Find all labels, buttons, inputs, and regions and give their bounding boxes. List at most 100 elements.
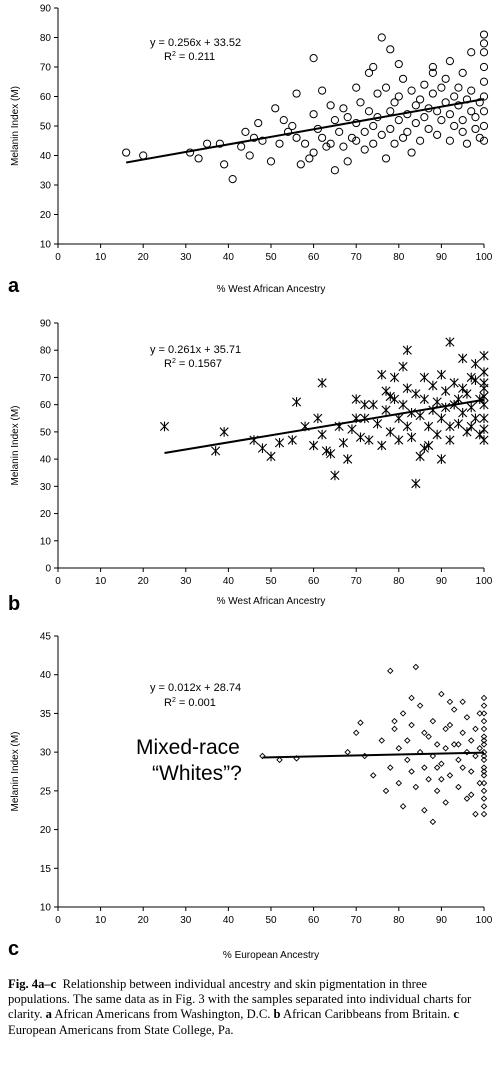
data-point — [438, 776, 445, 783]
data-point — [321, 446, 331, 456]
data-point — [455, 783, 462, 791]
data-point — [429, 717, 437, 725]
y-axis-title: Melanin Index (M) — [10, 731, 21, 811]
data-point — [249, 133, 259, 142]
data-point — [326, 101, 335, 110]
x-tick-label: 0 — [55, 915, 61, 926]
data-point — [462, 139, 472, 148]
data-point — [437, 83, 446, 92]
data-point — [259, 752, 266, 760]
data-point — [445, 57, 455, 66]
y-axis-title: Melanin Index (M) — [10, 86, 21, 166]
data-point — [245, 151, 254, 160]
caption-a-text: African Americans from Washington, D.C. — [54, 1007, 274, 1022]
data-point — [382, 787, 390, 795]
x-tick-label: 0 — [55, 252, 61, 263]
y-tick-label: 30 — [40, 482, 52, 493]
data-point — [442, 799, 449, 806]
y-tick-label: 30 — [40, 181, 52, 192]
data-point — [279, 116, 288, 125]
data-point — [406, 432, 417, 443]
data-point — [394, 413, 404, 424]
data-point — [455, 756, 462, 764]
data-point — [377, 130, 386, 139]
panel-letter-a: a — [8, 275, 20, 297]
data-point — [381, 83, 391, 92]
data-point — [458, 127, 467, 136]
data-point — [296, 160, 305, 169]
data-point — [377, 440, 387, 451]
data-point — [441, 74, 450, 83]
data-point — [389, 394, 400, 405]
data-point — [472, 752, 479, 760]
y-tick-label: 20 — [40, 509, 52, 520]
data-point — [411, 388, 421, 399]
y-tick-label: 90 — [40, 319, 52, 330]
data-point — [389, 372, 400, 383]
data-point — [471, 124, 480, 134]
r-squared-label: R2 = 0.001 — [164, 697, 216, 709]
caption-c-label: c — [453, 1007, 459, 1022]
data-point — [445, 435, 455, 445]
data-point — [458, 68, 467, 78]
trend-line — [164, 398, 485, 455]
data-point — [398, 133, 408, 142]
x-tick-label: 10 — [95, 252, 107, 263]
data-point — [402, 421, 412, 432]
data-point — [287, 435, 297, 445]
data-point — [438, 760, 445, 767]
data-point — [453, 418, 464, 429]
data-point — [419, 372, 429, 383]
caption-text: Relationship between individual ancestry… — [8, 977, 472, 1022]
data-point — [377, 33, 386, 42]
data-point — [369, 139, 378, 148]
data-point — [398, 74, 408, 83]
y-tick-label: 30 — [40, 748, 52, 759]
data-point — [387, 667, 394, 675]
data-point — [369, 62, 378, 72]
data-point — [480, 733, 488, 740]
data-point — [339, 142, 348, 151]
data-point — [479, 30, 489, 39]
data-point — [416, 95, 425, 104]
y-tick-label: 0 — [45, 564, 51, 575]
data-point — [257, 443, 268, 454]
data-point — [381, 386, 391, 396]
data-point — [288, 121, 297, 131]
data-point — [479, 399, 489, 410]
data-point — [428, 68, 437, 78]
data-point — [391, 717, 398, 725]
data-point — [283, 127, 293, 136]
data-point — [394, 435, 404, 445]
y-tick-label: 10 — [40, 536, 52, 547]
data-point — [445, 337, 455, 347]
annotation-backdrop — [130, 735, 256, 790]
data-point — [394, 92, 403, 101]
data-point — [404, 737, 411, 744]
data-point — [479, 413, 489, 424]
data-point — [355, 432, 366, 443]
data-point — [479, 367, 489, 377]
data-point — [479, 424, 489, 434]
y-tick-label: 80 — [40, 33, 52, 44]
data-point — [424, 124, 433, 134]
data-point — [479, 77, 489, 86]
data-point — [395, 779, 403, 787]
data-point — [429, 818, 437, 826]
data-point — [408, 721, 415, 729]
data-point — [369, 121, 378, 131]
data-point — [347, 133, 357, 142]
data-point — [442, 745, 449, 752]
data-point — [326, 139, 335, 148]
data-point — [463, 795, 471, 802]
data-point — [480, 737, 488, 744]
data-point — [352, 83, 361, 92]
y-tick-label: 40 — [40, 455, 52, 466]
data-point — [470, 375, 481, 385]
y-tick-label: 35 — [40, 709, 52, 720]
y-tick-label: 70 — [40, 63, 52, 74]
data-point — [398, 361, 408, 372]
caption-a-label: a — [45, 1007, 52, 1022]
data-point — [394, 116, 403, 125]
